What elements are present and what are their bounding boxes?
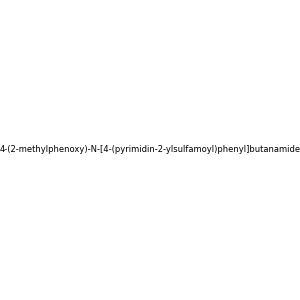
Text: 4-(2-methylphenoxy)-N-[4-(pyrimidin-2-ylsulfamoyl)phenyl]butanamide: 4-(2-methylphenoxy)-N-[4-(pyrimidin-2-yl… xyxy=(0,146,300,154)
